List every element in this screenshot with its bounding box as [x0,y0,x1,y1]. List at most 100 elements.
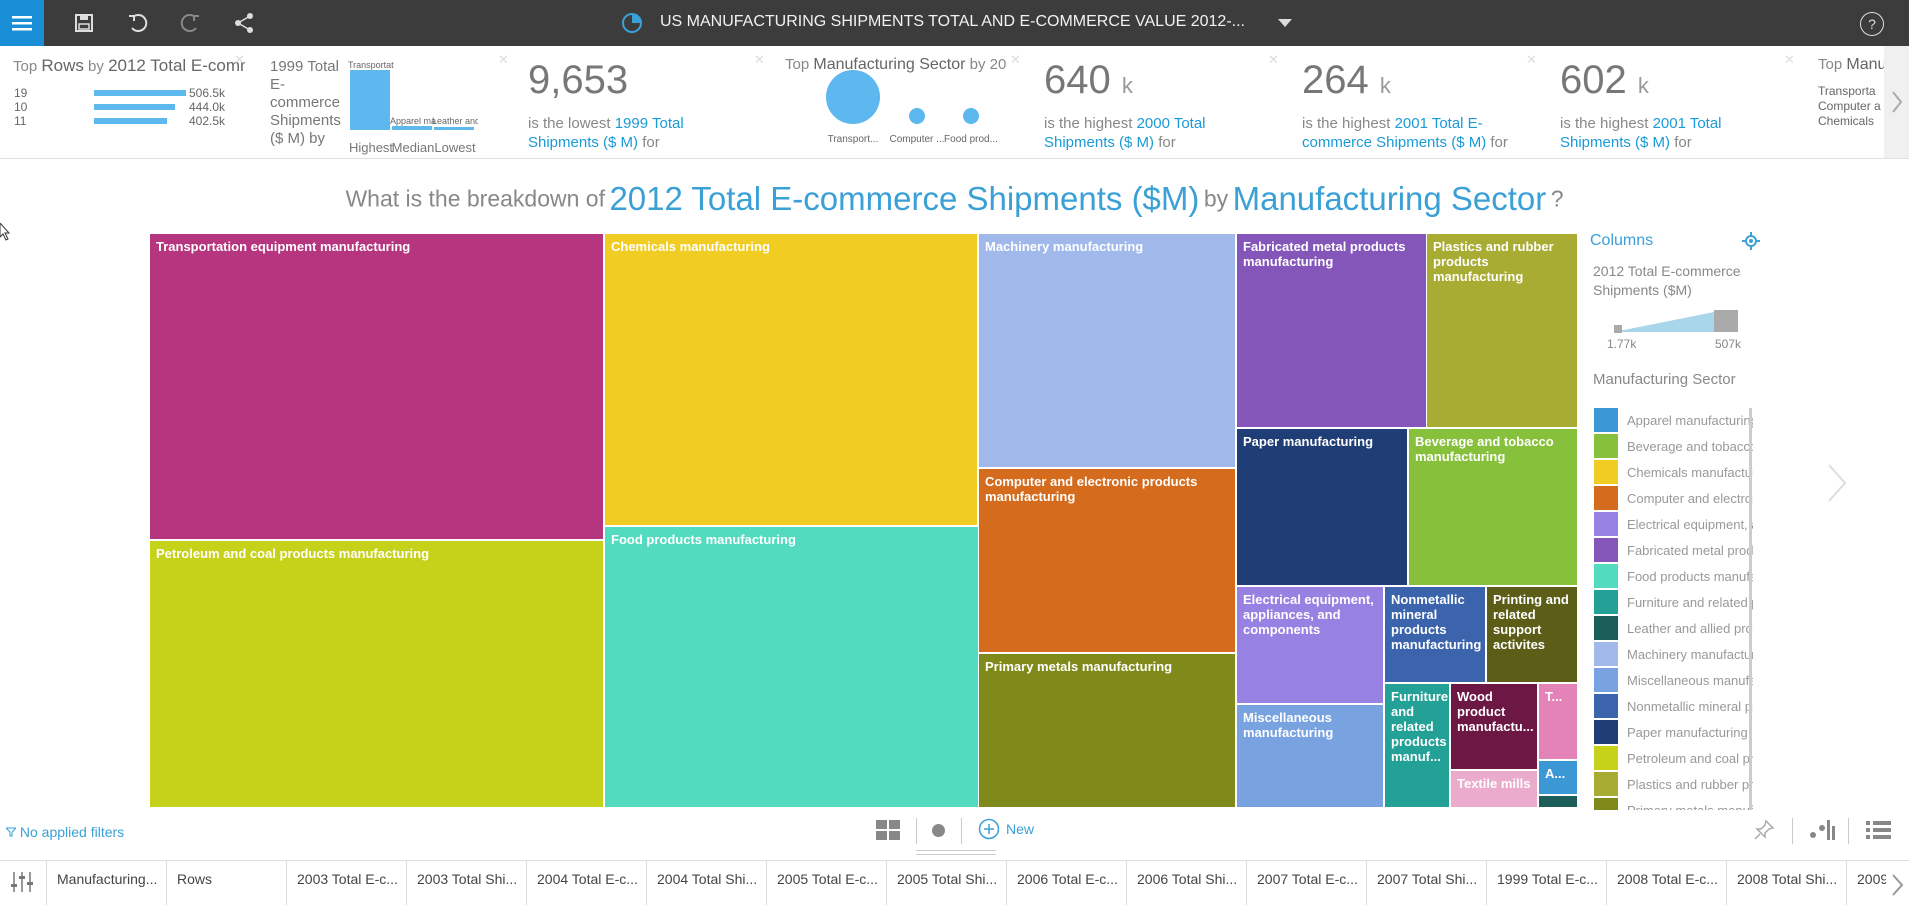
column-tab[interactable]: 2005 Total E-c... [766,861,886,905]
treemap-tile[interactable]: Petroleum and coal products manufacturin… [149,540,604,808]
column-tab[interactable]: 2007 Total E-c... [1246,861,1366,905]
dimension-selector[interactable]: Manufacturing Sector [1232,180,1547,217]
close-icon[interactable]: ✕ [1784,52,1794,67]
insight-card-top-rows[interactable]: Top Rows by 2012 Total E-comm ✕ 19 506.5k… [0,46,245,158]
treemap-tile[interactable]: Wood product manufactu... [1450,683,1538,770]
legend-item[interactable]: Fabricated metal products manufacturing [1594,538,1753,562]
insight-card-lowest[interactable]: ✕ 9,653 is the lowest 1999 Total Shipmen… [514,46,764,158]
treemap-tile[interactable]: Textile mills [1450,770,1538,808]
column-tab[interactable]: 1999 Total E-c... [1486,861,1606,905]
columns-next-button[interactable] [1886,861,1909,905]
treemap-tile[interactable]: Chemicals manufacturing [604,233,978,526]
insight-measure-link[interactable]: 2000 Total Shipments ($ M) [1044,115,1206,151]
legend-item[interactable]: Petroleum and coal products manufacturin… [1594,746,1753,770]
legend-item[interactable]: Apparel manufacturing [1594,408,1753,432]
strip-next-button[interactable] [1884,46,1909,158]
column-tab[interactable]: 2003 Total E-c... [286,861,406,905]
insight-card-highest-2001-total[interactable]: ✕ 602 k is the highest 2001 Total Shipme… [1544,46,1794,158]
legend-item[interactable]: Nonmetallic mineral products manufacturi… [1594,694,1753,718]
treemap-tile[interactable]: Machinery manufacturing [978,233,1236,468]
question-mark[interactable]: ? [1550,185,1564,212]
treemap-tile[interactable]: Printing and related support activites [1486,586,1578,683]
close-icon[interactable]: ✕ [1268,52,1278,67]
measure-selector[interactable]: 2012 Total E-commerce Shipments ($M) [609,180,1200,217]
legend-item[interactable]: Computer and electronic products manufac… [1594,486,1753,510]
list-view-button[interactable] [1866,818,1892,847]
legend-item[interactable]: Machinery manufacturing [1594,642,1753,666]
top-row[interactable]: 19 506.5k [14,86,236,100]
column-tab[interactable]: 2004 Total Shi... [646,861,766,905]
canvas-next-button[interactable] [1826,462,1848,509]
resize-handle[interactable] [916,850,996,855]
sector-bubble[interactable] [963,108,979,124]
treemap-tile[interactable]: Paper manufacturing [1236,428,1408,586]
insight-card-top-manufacturing[interactable]: Top Manu Transporta Computer a Chemicals [1810,46,1884,158]
treemap-tile[interactable]: Primary metals manufacturing [978,653,1236,808]
column-tab[interactable]: 2006 Total E-c... [1006,861,1126,905]
close-icon[interactable]: ✕ [1010,52,1020,67]
column-tab[interactable]: 2009 [1846,861,1886,905]
treemap-tile[interactable]: Electrical equipment, appliances, and co… [1236,586,1384,704]
dashboard-title[interactable]: US MANUFACTURING SHIPMENTS TOTAL AND E-C… [660,13,1245,30]
minmax-bar[interactable] [434,127,474,130]
legend-scrollbar[interactable] [1749,408,1752,810]
insight-card-highest-2001-ecommerce[interactable]: ✕ 264 k is the highest 2001 Total E-comm… [1286,46,1536,158]
single-view-button[interactable] [932,824,945,837]
insight-measure-link[interactable]: 2001 Total E-commerce Shipments ($ M) [1302,115,1487,151]
column-tab[interactable]: 2004 Total E-c... [526,861,646,905]
top-row[interactable]: 11 402.5k [14,114,236,128]
top-row[interactable]: 10 444.0k [14,100,236,114]
minmax-bar[interactable] [392,126,432,130]
treemap-tile[interactable]: T... [1538,683,1578,760]
treemap-tile[interactable]: Beverage and tobacco manufacturing [1408,428,1578,586]
close-icon[interactable]: ✕ [498,52,508,67]
pin-button[interactable] [1752,818,1776,847]
grid-view-button[interactable] [876,820,900,845]
sector-bubble[interactable] [909,108,925,124]
insight-card-top-sector[interactable]: Top Manufacturing Sector by 20 ✕ Transpo… [770,46,1020,158]
treemap-tile[interactable]: Food products manufacturing [604,526,980,808]
hamburger-menu-button[interactable] [0,0,44,46]
minmax-bar[interactable] [350,70,390,130]
sector-bubble[interactable] [826,70,880,124]
treemap-tile[interactable]: Fabricated metal products manufacturing [1236,233,1428,428]
help-button[interactable]: ? [1860,12,1884,36]
legend-item[interactable]: Electrical equipment, appliances, and co… [1594,512,1753,536]
legend-item[interactable]: Chemicals manufacturing [1594,460,1753,484]
close-icon[interactable]: ✕ [754,52,764,67]
legend-item[interactable]: Beverage and tobacco manufacturing [1594,434,1753,458]
treemap-tile[interactable]: Furniture and related products manuf... [1384,683,1450,808]
treemap-tile[interactable]: Computer and electronic products manufac… [978,468,1236,653]
column-tab[interactable]: 2008 Total E-c... [1606,861,1726,905]
column-tab[interactable]: Rows [166,861,286,905]
treemap-tile[interactable]: Nonmetallic mineral products manufacturi… [1384,586,1486,683]
column-tab[interactable]: 2007 Total Shi... [1366,861,1486,905]
treemap-tile[interactable]: A... [1538,760,1578,795]
legend-item[interactable]: Paper manufacturing [1594,720,1748,744]
title-dropdown-button[interactable] [1276,13,1294,38]
legend-item[interactable]: Miscellaneous manufacturing [1594,668,1753,692]
new-visual-button[interactable]: New [978,818,1034,840]
share-button[interactable] [230,9,258,37]
column-tab[interactable]: 2003 Total Shi... [406,861,526,905]
legend-item[interactable]: Leather and allied products manufacturin… [1594,616,1753,640]
column-tab[interactable]: Manufacturing... [46,861,166,905]
legend-item[interactable]: Furniture and related products manufactu… [1594,590,1753,614]
legend-item[interactable]: Food products manufacturing [1594,564,1753,588]
columns-settings-button[interactable] [1742,232,1760,255]
treemap-tile[interactable]: Miscellaneous manufacturing [1236,704,1384,808]
treemap-tile[interactable] [1538,795,1578,808]
legend-item[interactable]: Primary metals manufacturing [1594,798,1753,810]
column-tab[interactable]: 2005 Total Shi... [886,861,1006,905]
insight-card-highest-2000[interactable]: ✕ 640 k is the highest 2000 Total Shipme… [1028,46,1278,158]
insight-card-minmax[interactable]: 1999 Total E-commerce Shipments ($ M) by… [258,46,508,158]
close-icon[interactable]: ✕ [234,52,245,67]
treemap-tile[interactable]: Plastics and rubber products manufacturi… [1426,233,1578,428]
insight-measure-link[interactable]: 2001 Total Shipments ($ M) [1560,115,1722,151]
treemap-tile[interactable]: Transportation equipment manufacturing [149,233,604,540]
column-tab[interactable]: 2006 Total Shi... [1126,861,1246,905]
filters-link[interactable]: No applied filters [4,824,124,840]
save-button[interactable] [70,9,98,37]
insight-measure-link[interactable]: 1999 Total Shipments ($ M) [528,115,684,151]
column-settings-button[interactable] [10,871,34,898]
